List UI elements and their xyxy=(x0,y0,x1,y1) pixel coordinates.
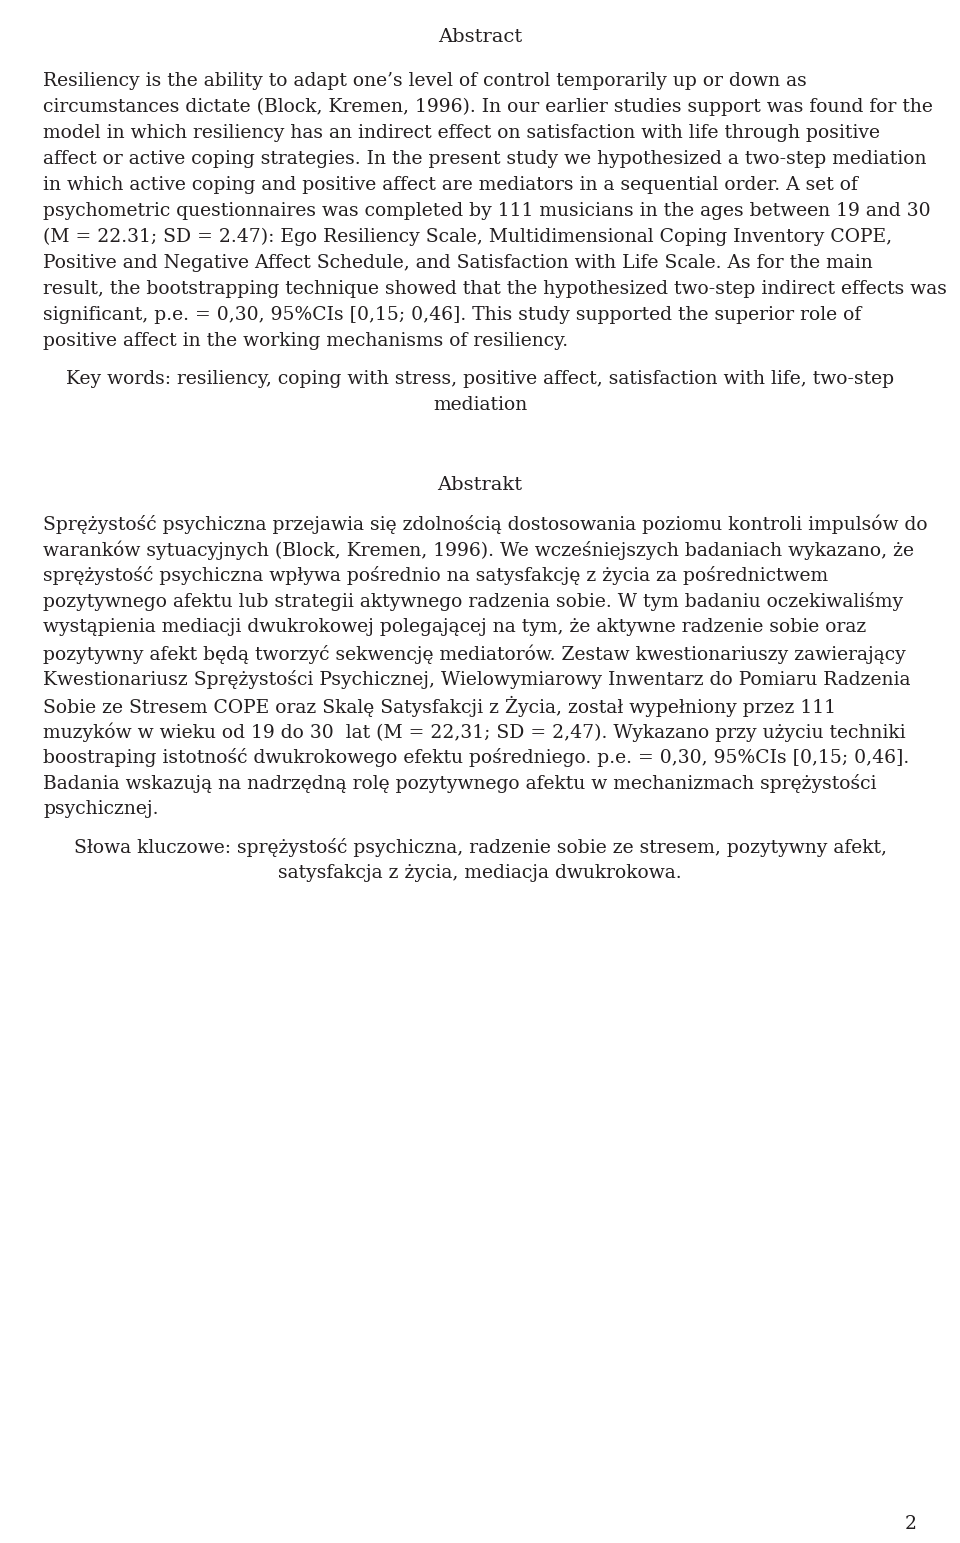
Text: Abstract: Abstract xyxy=(438,28,522,46)
Text: pozytywny afekt będą tworzyć sekwencję mediatorów. Zestaw kwestionariuszy zawier: pozytywny afekt będą tworzyć sekwencję m… xyxy=(43,643,906,663)
Text: satysfakcja z życia, mediacja dwukrokowa.: satysfakcja z życia, mediacja dwukrokowa… xyxy=(278,864,682,883)
Text: Sprężystość psychiczna przejawia się zdolnością dostosowania poziomu kontroli im: Sprężystość psychiczna przejawia się zdo… xyxy=(43,514,927,534)
Text: result, the bootstrapping technique showed that the hypothesized two-step indire: result, the bootstrapping technique show… xyxy=(43,279,948,298)
Text: circumstances dictate (Block, Kremen, 1996). In our earlier studies support was : circumstances dictate (Block, Kremen, 19… xyxy=(43,99,933,116)
Text: 2: 2 xyxy=(904,1515,917,1534)
Text: positive affect in the working mechanisms of resiliency.: positive affect in the working mechanism… xyxy=(43,332,568,350)
Text: Kwestionariusz Sprężystości Psychicznej, Wielowymiarowy Inwentarz do Pomiaru Rad: Kwestionariusz Sprężystości Psychicznej,… xyxy=(43,670,911,690)
Text: Resiliency is the ability to adapt one’s level of control temporarily up or down: Resiliency is the ability to adapt one’s… xyxy=(43,73,807,89)
Text: pozytywnego afektu lub strategii aktywnego radzenia sobie. W tym badaniu oczekiw: pozytywnego afektu lub strategii aktywne… xyxy=(43,593,903,611)
Text: Sobie ze Stresem COPE oraz Skalę Satysfakcji z Życia, został wypełniony przez 11: Sobie ze Stresem COPE oraz Skalę Satysfa… xyxy=(43,696,836,717)
Text: Badania wskazują na nadrzędną rolę pozytywnego afektu w mechanizmach sprężystośc: Badania wskazują na nadrzędną rolę pozyt… xyxy=(43,775,876,793)
Text: model in which resiliency has an indirect effect on satisfaction with life throu: model in which resiliency has an indirec… xyxy=(43,123,880,142)
Text: psychicznej.: psychicznej. xyxy=(43,799,158,818)
Text: waranków sytuacyjnych (Block, Kremen, 1996). We wcześniejszych badaniach wykazan: waranków sytuacyjnych (Block, Kremen, 19… xyxy=(43,540,914,560)
Text: sprężystość psychiczna wpływa pośrednio na satysfakcję z życia za pośrednictwem: sprężystość psychiczna wpływa pośrednio … xyxy=(43,566,828,585)
Text: Słowa kluczowe: sprężystość psychiczna, radzenie sobie ze stresem, pozytywny afe: Słowa kluczowe: sprężystość psychiczna, … xyxy=(74,838,886,856)
Text: mediation: mediation xyxy=(433,397,527,414)
Text: (M = 22.31; SD = 2.47): Ego Resiliency Scale, Multidimensional Coping Inventory : (M = 22.31; SD = 2.47): Ego Resiliency S… xyxy=(43,228,893,247)
Text: muzyków w wieku od 19 do 30  lat (M = 22,31; SD = 2,47). Wykazano przy użyciu te: muzyków w wieku od 19 do 30 lat (M = 22,… xyxy=(43,722,906,742)
Text: significant, p.e. = 0,30, 95%CIs [0,15; 0,46]. This study supported the superior: significant, p.e. = 0,30, 95%CIs [0,15; … xyxy=(43,306,861,324)
Text: boostraping istotność dwukrokowego efektu pośredniego. p.e. = 0,30, 95%CIs [0,15: boostraping istotność dwukrokowego efekt… xyxy=(43,748,909,767)
Text: Abstrakt: Abstrakt xyxy=(438,475,522,494)
Text: in which active coping and positive affect are mediators in a sequential order. : in which active coping and positive affe… xyxy=(43,176,858,194)
Text: psychometric questionnaires was completed by 111 musicians in the ages between 1: psychometric questionnaires was complete… xyxy=(43,202,931,221)
Text: Positive and Negative Affect Schedule, and Satisfaction with Life Scale. As for : Positive and Negative Affect Schedule, a… xyxy=(43,255,873,272)
Text: wystąpienia mediacji dwukrokowej polegającej na tym, że aktywne radzenie sobie o: wystąpienia mediacji dwukrokowej polegaj… xyxy=(43,619,867,636)
Text: affect or active coping strategies. In the present study we hypothesized a two-s: affect or active coping strategies. In t… xyxy=(43,150,926,168)
Text: Key words: resiliency, coping with stress, positive affect, satisfaction with li: Key words: resiliency, coping with stres… xyxy=(66,370,894,387)
